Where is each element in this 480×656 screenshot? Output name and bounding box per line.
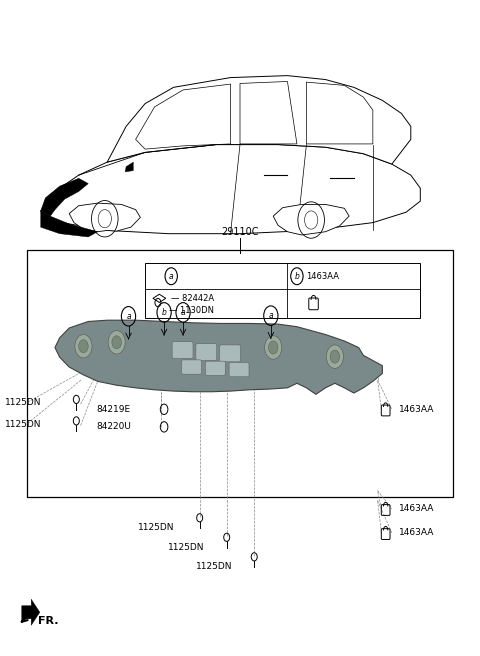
Circle shape xyxy=(108,331,125,354)
Text: a: a xyxy=(181,308,185,317)
FancyBboxPatch shape xyxy=(229,363,249,377)
Circle shape xyxy=(326,345,343,368)
Text: 1463AA: 1463AA xyxy=(399,504,434,514)
Text: 1125DN: 1125DN xyxy=(5,420,42,429)
Text: — 1130DN: — 1130DN xyxy=(169,306,214,315)
FancyBboxPatch shape xyxy=(181,360,202,374)
Circle shape xyxy=(330,350,340,363)
Text: 1125DN: 1125DN xyxy=(196,562,233,571)
FancyBboxPatch shape xyxy=(172,342,193,359)
Circle shape xyxy=(268,341,278,354)
Polygon shape xyxy=(273,205,349,235)
FancyBboxPatch shape xyxy=(196,344,217,361)
Text: 1125DN: 1125DN xyxy=(5,398,42,407)
Polygon shape xyxy=(41,144,420,234)
Circle shape xyxy=(75,335,92,358)
Text: a: a xyxy=(126,312,131,321)
Text: b: b xyxy=(162,308,167,317)
Text: 1463AA: 1463AA xyxy=(399,405,434,414)
Text: a: a xyxy=(169,272,173,281)
Text: 1125DN: 1125DN xyxy=(168,543,204,552)
Polygon shape xyxy=(107,75,411,164)
Text: FR.: FR. xyxy=(38,616,59,626)
Circle shape xyxy=(264,336,282,359)
Text: 84220U: 84220U xyxy=(96,422,132,432)
Polygon shape xyxy=(69,203,140,232)
Text: — 82442A: — 82442A xyxy=(171,294,215,303)
Text: 1463AA: 1463AA xyxy=(306,272,339,281)
FancyBboxPatch shape xyxy=(205,361,225,375)
Circle shape xyxy=(79,340,88,353)
Circle shape xyxy=(112,336,121,349)
Text: b: b xyxy=(295,272,300,281)
FancyBboxPatch shape xyxy=(219,345,240,362)
Polygon shape xyxy=(41,211,97,237)
FancyBboxPatch shape xyxy=(145,263,420,318)
Polygon shape xyxy=(55,320,383,394)
Text: 1125DN: 1125DN xyxy=(138,523,175,532)
Polygon shape xyxy=(41,178,88,216)
Polygon shape xyxy=(125,162,133,172)
Text: a: a xyxy=(268,311,273,320)
Polygon shape xyxy=(22,599,40,625)
Text: 1463AA: 1463AA xyxy=(399,528,434,537)
Text: 29110C: 29110C xyxy=(221,227,259,237)
Text: 84219E: 84219E xyxy=(96,405,131,414)
